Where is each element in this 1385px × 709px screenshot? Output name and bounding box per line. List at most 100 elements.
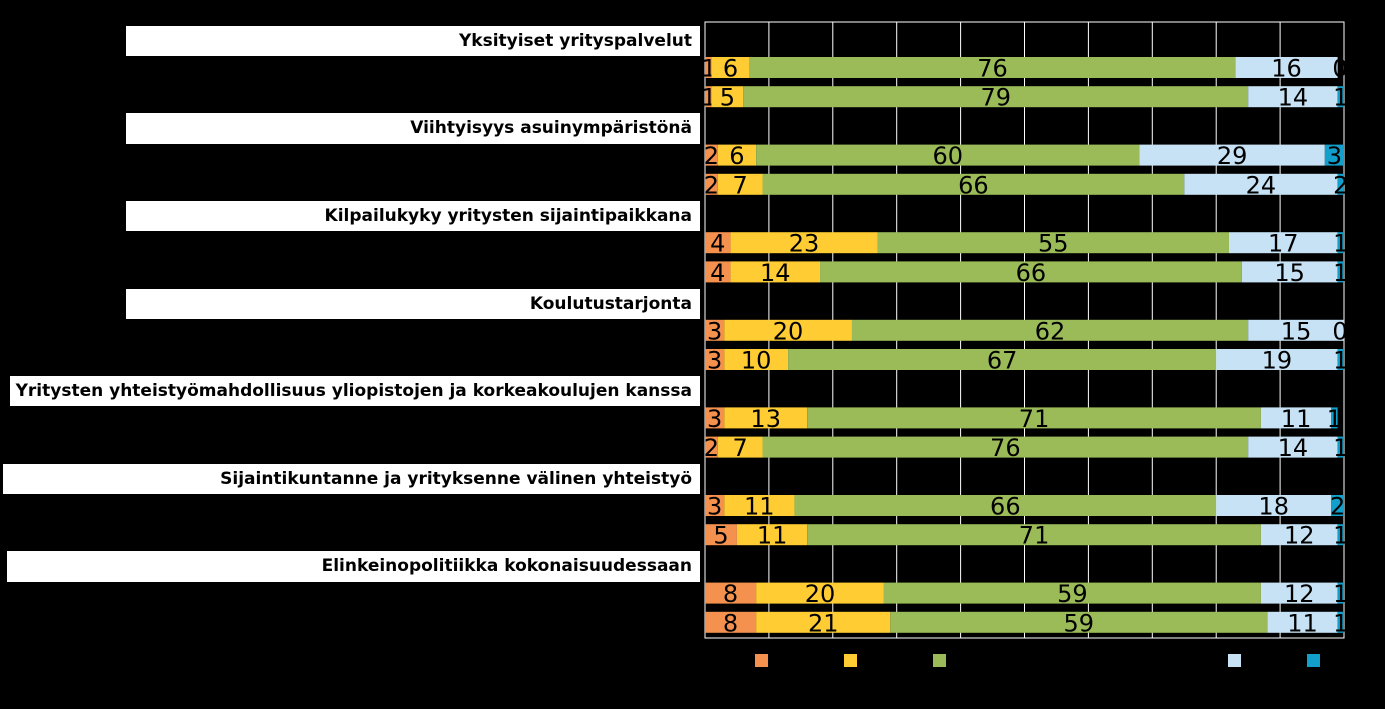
data-label: 1 xyxy=(1333,609,1348,637)
data-label: 8 xyxy=(723,580,738,608)
category-label: Koulutustarjonta xyxy=(126,288,700,319)
bar-segment xyxy=(724,319,852,341)
category-label: Viihtyisyys asuinympäristönä xyxy=(126,113,700,144)
data-label: 76 xyxy=(977,55,1008,83)
data-label: 6 xyxy=(729,142,744,170)
bar-segment xyxy=(1235,57,1338,78)
bar-segment xyxy=(736,524,808,546)
data-label: 1 xyxy=(1327,405,1342,433)
bar-segment xyxy=(705,57,712,78)
bar-segment xyxy=(807,524,1261,546)
bar-segment xyxy=(724,349,789,370)
bar-segment xyxy=(705,261,731,283)
data-label: 8 xyxy=(723,609,738,637)
data-label: 59 xyxy=(1064,609,1095,637)
bar-segment xyxy=(756,144,1140,166)
data-label: 3 xyxy=(707,317,722,345)
data-label: 13 xyxy=(750,405,781,433)
data-label: 14 xyxy=(1278,84,1309,112)
data-label: 24 xyxy=(1246,171,1277,199)
data-label: 5 xyxy=(713,522,728,550)
bar-segment xyxy=(1260,407,1332,429)
bar-segment xyxy=(762,173,1185,195)
data-label: 66 xyxy=(1016,259,1047,287)
data-label: 16 xyxy=(1271,55,1302,83)
data-label: 17 xyxy=(1268,230,1299,258)
bar-segment xyxy=(705,232,731,254)
data-label: 0 xyxy=(1332,55,1347,83)
category-label: Kilpailukyky yritysten sijaintipaikkana xyxy=(126,201,700,232)
data-label: 1 xyxy=(1333,259,1348,287)
data-label: 6 xyxy=(723,55,738,83)
category-label: Elinkeinopolitiikka kokonaisuudessaan xyxy=(7,551,700,582)
data-label: 5 xyxy=(720,84,735,112)
bar-segment xyxy=(1248,86,1338,108)
data-label: 2 xyxy=(1330,493,1345,521)
bar-segment xyxy=(762,436,1249,458)
bar-segment xyxy=(1216,495,1332,516)
bar-segment xyxy=(711,57,750,78)
bar-segment xyxy=(705,582,757,604)
bar-segment xyxy=(883,582,1261,604)
data-label: 66 xyxy=(958,171,989,199)
data-label: 14 xyxy=(1278,434,1309,462)
data-label: 1 xyxy=(1333,347,1348,375)
data-label: 11 xyxy=(744,493,775,521)
data-label: 1 xyxy=(1333,230,1348,258)
data-label: 20 xyxy=(805,580,836,608)
data-label: 3 xyxy=(707,493,722,521)
data-label: 29 xyxy=(1217,142,1248,170)
bar-segment xyxy=(1331,407,1338,429)
bar-segment xyxy=(1337,524,1344,546)
bar-segment xyxy=(788,349,1217,370)
bar-segment xyxy=(1228,232,1338,254)
data-label: 18 xyxy=(1258,493,1289,521)
data-label: 71 xyxy=(1019,405,1050,433)
data-label: 4 xyxy=(710,259,725,287)
data-label: 11 xyxy=(1281,405,1312,433)
bar-segment xyxy=(705,524,737,546)
bar-segment xyxy=(1331,495,1344,516)
bar-segment xyxy=(705,495,725,516)
legend-swatch xyxy=(755,654,768,667)
data-label: 1 xyxy=(1333,580,1348,608)
bar-segment xyxy=(756,582,884,604)
bar-segment xyxy=(794,495,1217,516)
bar-segment xyxy=(1337,261,1344,283)
data-label: 71 xyxy=(1019,522,1050,550)
data-label: 4 xyxy=(710,230,725,258)
bar-segment xyxy=(724,495,795,516)
data-label: 14 xyxy=(760,259,791,287)
data-label: 10 xyxy=(741,347,772,375)
data-label: 11 xyxy=(757,522,788,550)
data-label: 1 xyxy=(1333,434,1348,462)
bar-segment xyxy=(851,319,1249,341)
bar-segment xyxy=(1260,582,1338,604)
bar-segment xyxy=(724,407,808,429)
category-label: Sijaintikuntanne ja yrityksenne välinen … xyxy=(3,463,700,494)
data-label: 11 xyxy=(1287,609,1318,637)
data-label: 76 xyxy=(990,434,1021,462)
data-label: 3 xyxy=(1327,142,1342,170)
legend-swatch xyxy=(933,654,946,667)
bar-segment xyxy=(1337,582,1344,604)
bar-segment xyxy=(749,57,1236,78)
data-label: 2 xyxy=(704,142,719,170)
bar-segment xyxy=(730,232,878,254)
data-label: 79 xyxy=(980,84,1011,112)
bar-segment xyxy=(705,349,725,370)
data-label: 1 xyxy=(1333,522,1348,550)
bar-segment xyxy=(807,407,1261,429)
bar-segment xyxy=(1337,349,1344,370)
bar-segment xyxy=(705,86,712,108)
category-label: Yritysten yhteistyömahdollisuus yliopist… xyxy=(10,376,700,407)
bar-segment xyxy=(705,611,757,633)
data-label: 2 xyxy=(704,171,719,199)
bar-segment xyxy=(1337,436,1344,458)
bar-segment xyxy=(1248,436,1338,458)
data-label: 15 xyxy=(1274,259,1305,287)
bar-segment xyxy=(1241,261,1338,283)
data-label: 3 xyxy=(707,347,722,375)
data-label: 0 xyxy=(1332,317,1347,345)
